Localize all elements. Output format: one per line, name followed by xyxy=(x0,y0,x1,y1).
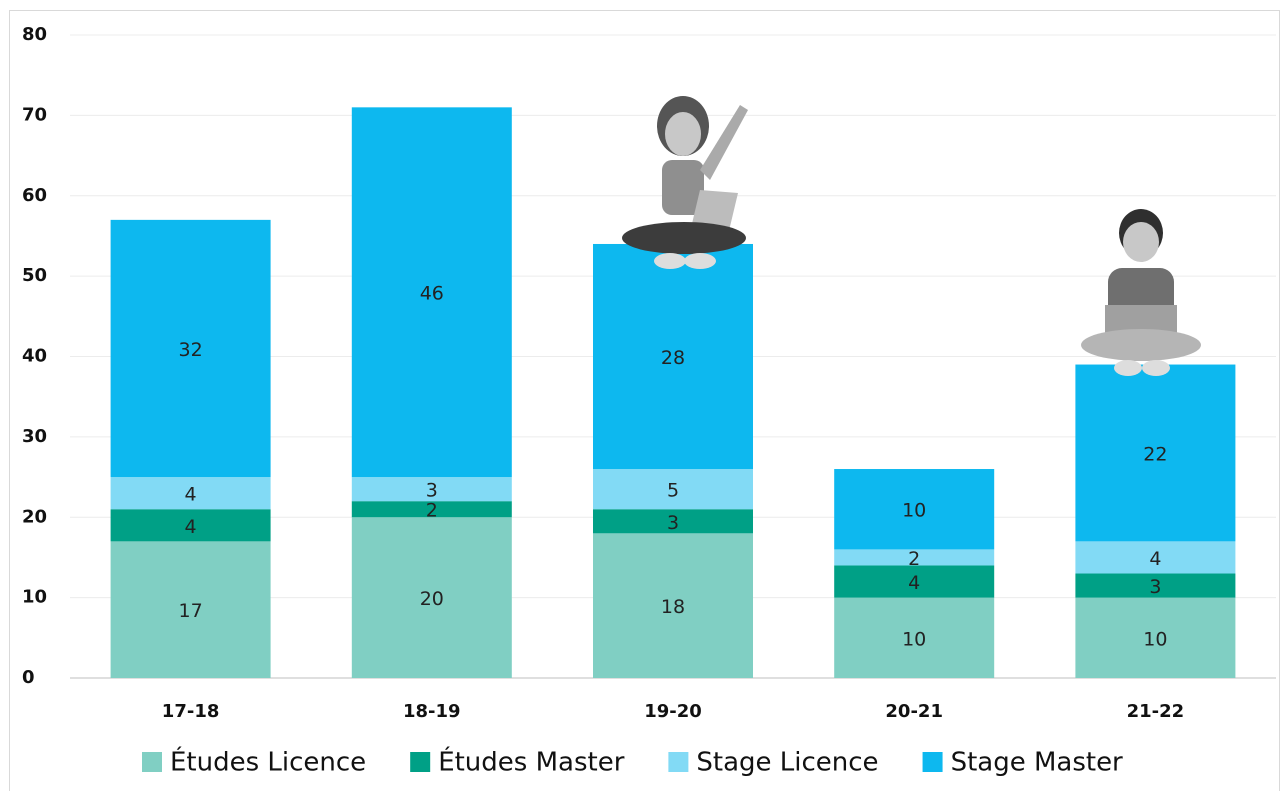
data-label: 18 xyxy=(661,596,685,618)
data-label: 4 xyxy=(185,484,197,506)
y-tick-label: 80 xyxy=(22,24,47,45)
bar-segment xyxy=(351,501,512,518)
data-label: 22 xyxy=(1143,443,1167,465)
data-label: 4 xyxy=(908,572,920,594)
bar-segment xyxy=(351,107,512,478)
bar-segment xyxy=(110,541,271,678)
legend-label: Stage Master xyxy=(951,748,1123,778)
y-tick-label: 50 xyxy=(22,265,47,286)
data-label: 4 xyxy=(185,516,197,538)
data-label: 28 xyxy=(661,347,685,369)
bar-segment xyxy=(1075,573,1236,598)
data-label: 2 xyxy=(426,500,438,522)
data-label: 10 xyxy=(902,500,926,522)
data-label: 5 xyxy=(667,480,679,502)
legend: Études Licence Études Master Stage Licence… xyxy=(142,746,1123,778)
legend-swatch xyxy=(922,752,943,772)
legend-label: Études Licence xyxy=(170,746,366,778)
x-tick-label: 21-22 xyxy=(1127,701,1185,722)
y-tick-label: 60 xyxy=(22,185,47,206)
boy-illustration xyxy=(1081,209,1201,376)
bar-segment xyxy=(593,533,753,678)
data-label: 2 xyxy=(908,548,920,570)
x-tick-label: 17-18 xyxy=(162,701,220,722)
data-label: 3 xyxy=(426,480,438,502)
bar-segment xyxy=(834,549,995,566)
bar-segment xyxy=(110,477,271,510)
bar-segment xyxy=(351,517,512,678)
data-label: 10 xyxy=(1143,628,1167,650)
legend-label: Stage Licence xyxy=(696,748,878,778)
chart-border xyxy=(9,10,1280,791)
y-tick-label: 30 xyxy=(22,426,47,447)
bar-segment xyxy=(110,219,271,478)
legend-swatch xyxy=(142,752,162,772)
bar-segment xyxy=(1075,541,1236,574)
y-tick-label: 20 xyxy=(22,506,47,527)
bar-segment xyxy=(1075,597,1236,678)
x-tick-label: 20-21 xyxy=(885,701,943,722)
bar-segment xyxy=(834,469,995,550)
y-tick-label: 70 xyxy=(22,104,47,125)
y-tick-label: 40 xyxy=(22,346,47,367)
y-tick-label: 0 xyxy=(22,667,35,688)
y-tick-label: 10 xyxy=(22,587,47,608)
data-label: 17 xyxy=(179,600,203,622)
bar-segment xyxy=(834,597,995,678)
data-label: 4 xyxy=(1149,548,1161,570)
bar-segment xyxy=(834,565,995,598)
plot-area: 0102030405060708017-1817443218-192023461… xyxy=(22,24,1276,722)
bar-segment xyxy=(593,469,753,510)
data-label: 3 xyxy=(1149,576,1161,598)
bar-segment xyxy=(1075,364,1236,542)
data-label: 20 xyxy=(420,588,444,610)
girl-illustration xyxy=(622,96,748,269)
data-label: 46 xyxy=(420,283,444,305)
data-label: 32 xyxy=(179,339,203,361)
x-tick-label: 19-20 xyxy=(644,701,702,722)
legend-swatch xyxy=(410,752,431,772)
legend-swatch xyxy=(668,752,689,772)
bar-segment xyxy=(110,509,271,542)
x-tick-label: 18-19 xyxy=(403,701,461,722)
data-label: 3 xyxy=(667,512,679,534)
bar-segment xyxy=(593,243,753,470)
data-label: 10 xyxy=(902,628,926,650)
bar-segment xyxy=(351,477,512,502)
legend-label: Études Master xyxy=(438,746,625,778)
illustrations xyxy=(622,96,1201,376)
bar-segment xyxy=(593,509,753,534)
